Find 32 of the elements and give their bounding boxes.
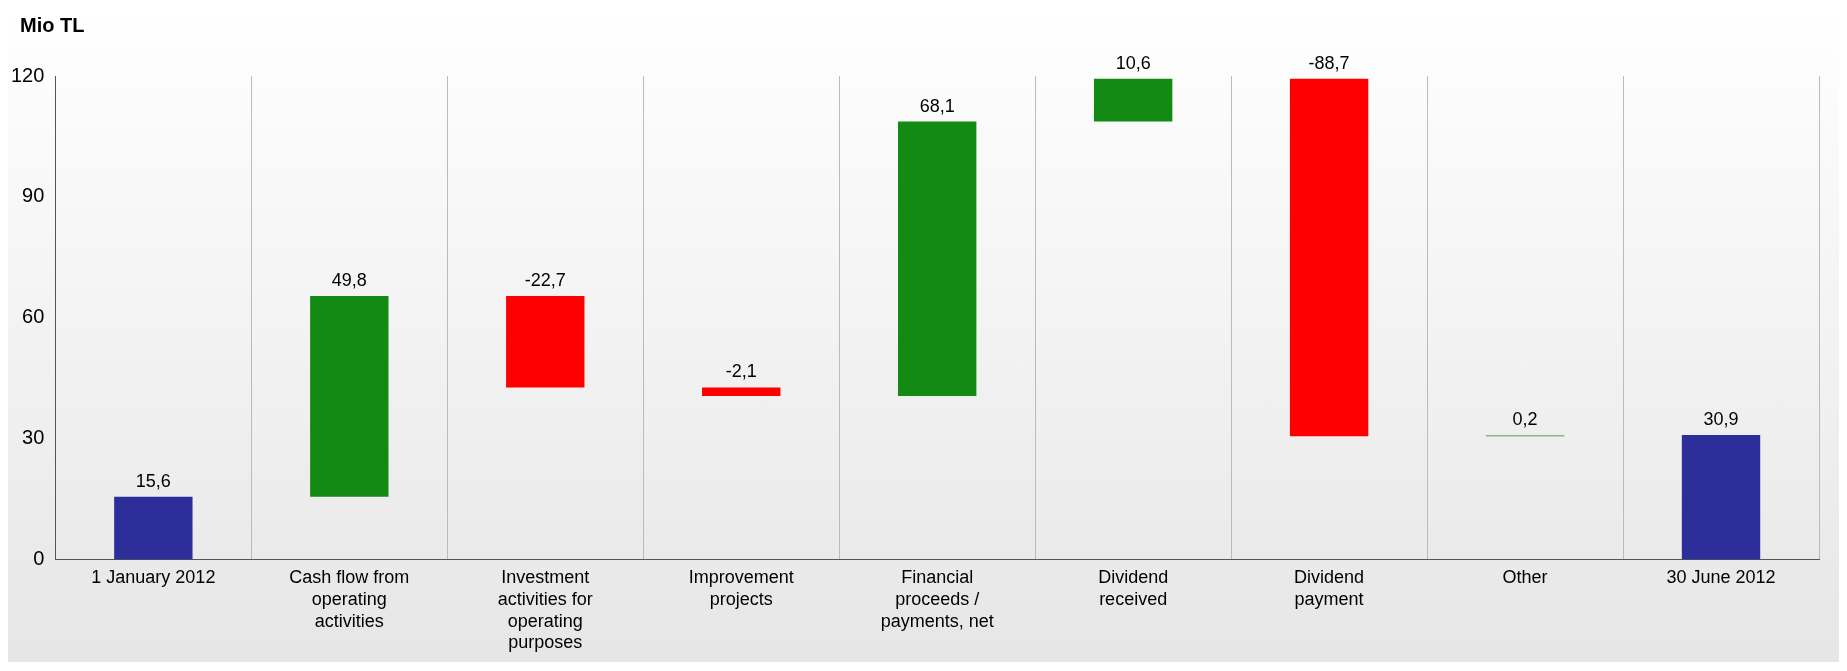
bar [702, 387, 781, 396]
bar [1093, 78, 1173, 122]
bar [310, 296, 389, 497]
y-tick-label: 60 [22, 305, 45, 328]
x-tick-label: 1 January 2012 [91, 567, 216, 588]
y-tick-label: 30 [22, 426, 45, 449]
bar [506, 296, 585, 388]
x-tick-label: Financial proceeds / payments, net [880, 567, 994, 631]
data-label: -88,7 [1308, 52, 1350, 73]
x-tick-label: Investment activities for operating purposes [497, 567, 593, 653]
data-label: 15,6 [135, 470, 171, 491]
bar [114, 496, 193, 560]
y-tick-label: 90 [22, 184, 45, 207]
x-tick-label: Dividend received [1098, 567, 1169, 609]
y-tick-label: 120 [10, 63, 45, 86]
bar [1289, 78, 1369, 437]
y-axis-title: Mio TL [19, 13, 86, 36]
data-label: 30,9 [1703, 409, 1739, 430]
bar [897, 121, 977, 396]
data-label: -2,1 [725, 361, 757, 382]
y-tick-label: 0 [33, 547, 45, 570]
x-tick-label: 30 June 2012 [1666, 567, 1776, 588]
x-tick-label: Improvement projects [688, 567, 794, 609]
data-label: -22,7 [524, 270, 566, 291]
data-label: 49,8 [331, 270, 367, 291]
x-tick-label: Other [1502, 567, 1548, 588]
data-label: 10,6 [1115, 52, 1151, 73]
data-label: 68,1 [919, 95, 955, 116]
x-tick-label: Dividend payment [1294, 567, 1365, 609]
bar [1681, 435, 1761, 560]
x-tick-label: Cash flow from operating activities [289, 567, 410, 631]
data-label: 0,2 [1512, 409, 1538, 430]
